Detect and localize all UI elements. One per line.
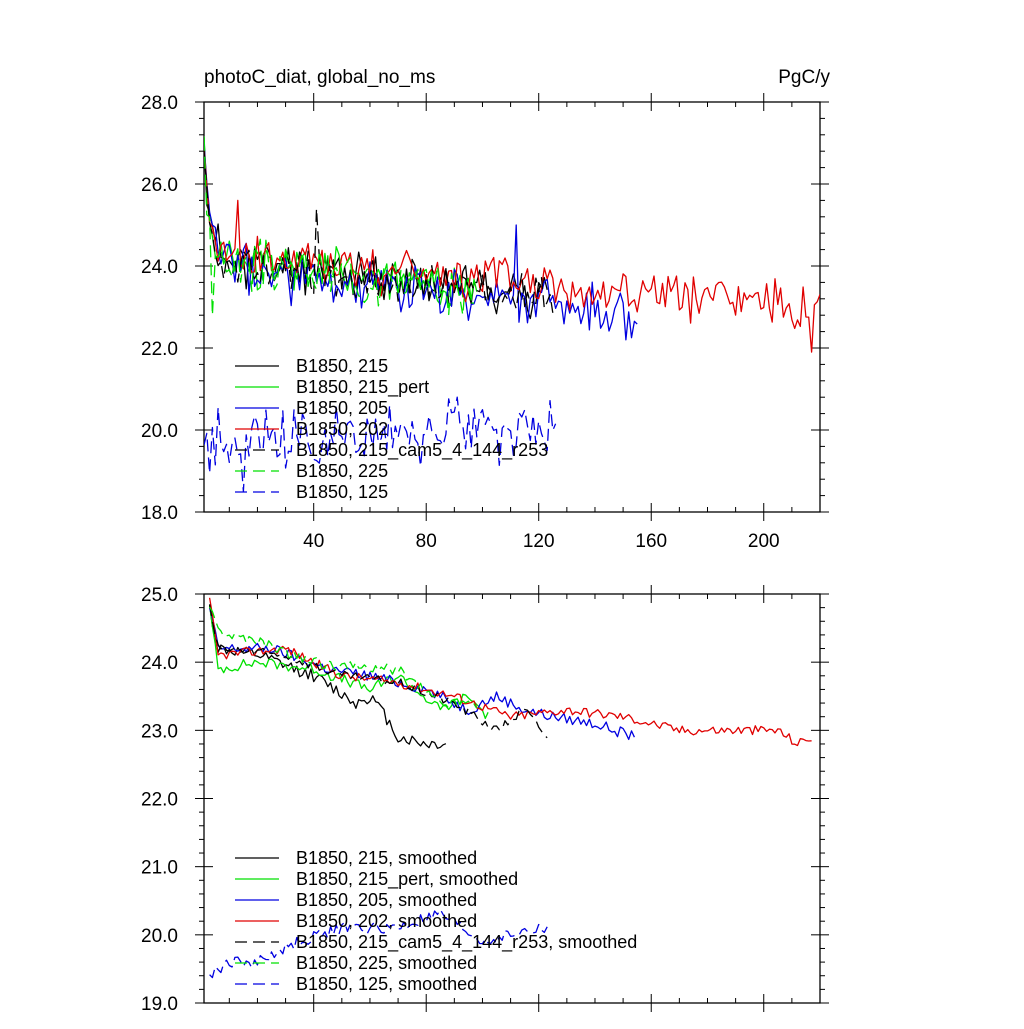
x-tick-label: 200: [748, 531, 780, 552]
legend-label-b225: B1850, 225, smoothed: [296, 953, 477, 973]
top-panel: 40 80 120 160 200 18.0 20.0 22.0 24.0 26.0 28.0 B18…: [141, 93, 829, 552]
x-tick-label: 80: [416, 531, 437, 552]
units-label: PgC/y: [778, 67, 830, 88]
series-line-b125: [209, 908, 548, 979]
bottom-panel: 19.0 20.0 21.0 22.0 23.0 24.0 25.0 B1850, 215, …: [141, 585, 829, 1015]
legend-label-b205: B1850, 205, smoothed: [296, 890, 477, 910]
x-tick-label: 40: [303, 531, 324, 552]
series-line-b215cam: [204, 150, 554, 313]
y-tick-label: 20.0: [141, 421, 178, 442]
legend-label-b215: B1850, 215: [296, 356, 388, 376]
chart-title: photoC_diat, global_no_ms: [204, 67, 435, 88]
legend-label-b125: B1850, 125: [296, 482, 388, 502]
legend-label-b205: B1850, 205: [296, 398, 388, 418]
y-tick-label: 28.0: [141, 93, 178, 114]
plot-frame: [203, 101, 821, 513]
series-line-b215cam: [208, 604, 548, 739]
y-tick-label: 19.0: [141, 994, 178, 1015]
series-line-b215: [204, 136, 548, 320]
series-line-b205: [208, 607, 635, 741]
y-tick-label: 21.0: [141, 858, 178, 879]
y-tick-label: 24.0: [141, 653, 178, 674]
y-tick-label: 18.0: [141, 503, 178, 524]
x-tick-label: 120: [523, 531, 555, 552]
legend-label-b215cam: B1850, 215_cam5_4_144_r253: [296, 440, 548, 461]
y-tick-label: 22.0: [141, 339, 178, 360]
legend-label-b215pert: B1850, 215_pert: [296, 377, 429, 398]
legend-label-b215pert: B1850, 215_pert, smoothed: [296, 869, 518, 890]
y-tick-label: 24.0: [141, 257, 178, 278]
series-line-b202: [204, 146, 820, 353]
series-lines: [204, 136, 820, 493]
legend-label-b215cam: B1850, 215_cam5_4_144_r253, smoothed: [296, 932, 637, 953]
series-lines: [208, 597, 812, 979]
series-line-b205: [204, 143, 638, 341]
series-line-b225: [209, 606, 478, 709]
series-line-b215pert: [208, 604, 489, 720]
series-line-b202: [208, 597, 812, 747]
legend-label-b215: B1850, 215, smoothed: [296, 848, 477, 868]
y-tick-label: 20.0: [141, 926, 178, 947]
series-line-b225: [204, 138, 475, 316]
legend-label-b202: B1850, 202, smoothed: [296, 911, 477, 931]
y-tick-label: 26.0: [141, 175, 178, 196]
legend-label-b125: B1850, 125, smoothed: [296, 974, 477, 994]
x-tick-label: 160: [635, 531, 667, 552]
y-tick-label: 22.0: [141, 790, 178, 811]
legend-label-b202: B1850, 202: [296, 419, 388, 439]
y-tick-label: 25.0: [141, 585, 178, 606]
series-line-b215pert: [204, 136, 478, 308]
y-tick-label: 23.0: [141, 721, 178, 742]
series-line-b215: [208, 604, 447, 749]
legend-label-b225: B1850, 225: [296, 461, 388, 481]
